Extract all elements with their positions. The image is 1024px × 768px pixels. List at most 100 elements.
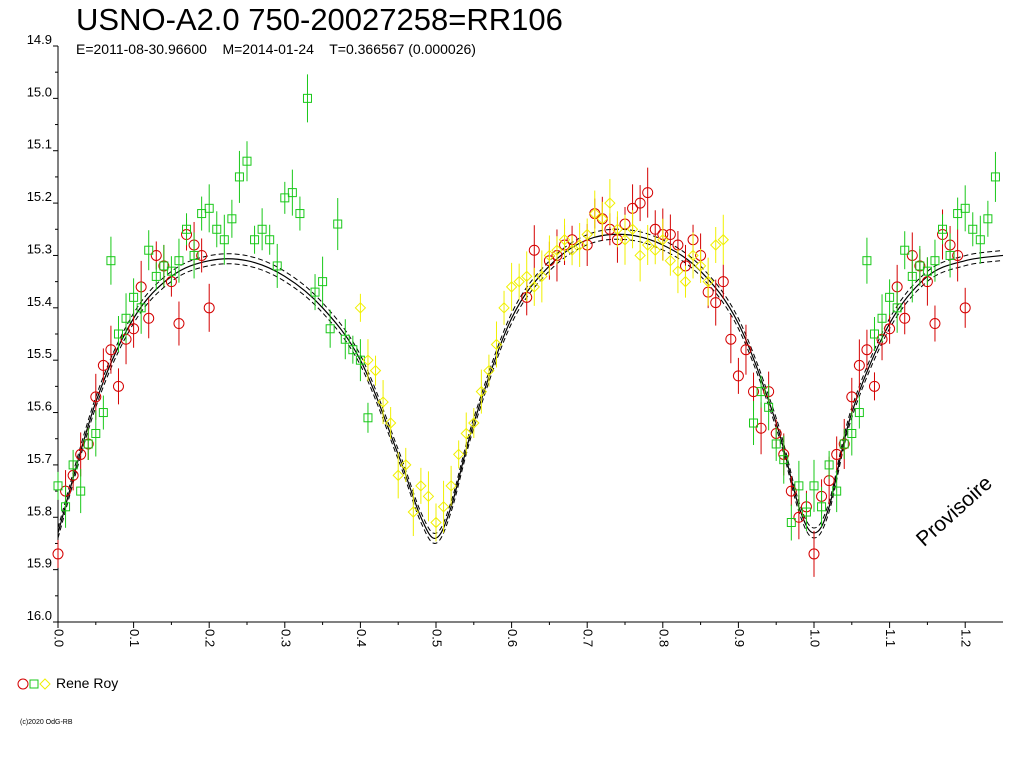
data-point-circle: [952, 249, 964, 261]
data-point-circle: [642, 187, 654, 199]
chart-subtitle: E=2011-08-30.96600 M=2014-01-24 T=0.3665…: [76, 41, 476, 57]
data-point-square: [129, 292, 139, 302]
data-point-square: [68, 460, 78, 470]
data-point-diamond: [407, 506, 420, 518]
axes: 14.9 15.0 15.1 15.2 15.3 15.4 15.5 15.6 15.7 15.8…: [27, 32, 1003, 647]
data-point-square: [348, 345, 358, 355]
data-point-square: [257, 224, 267, 234]
data-point-circle: [203, 302, 215, 314]
data-point-circle: [105, 344, 117, 356]
y-tick-label: 15.5: [27, 346, 52, 361]
data-points: [52, 74, 1000, 577]
data-point-circle: [831, 448, 843, 460]
y-tick-label: 15.9: [27, 556, 52, 571]
data-point-square: [892, 303, 902, 313]
data-point-square: [938, 224, 948, 234]
data-point-diamond: [634, 249, 646, 262]
data-point-square: [310, 287, 320, 297]
x-tick-label: 0.0: [52, 629, 67, 647]
data-point-square: [250, 235, 260, 245]
data-point-diamond: [460, 427, 472, 440]
data-point-square: [340, 334, 350, 344]
data-point-diamond: [475, 385, 488, 398]
data-point-square: [786, 518, 796, 528]
data-point-square: [159, 261, 169, 271]
data-point-diamond: [687, 249, 699, 262]
data-point-circle: [785, 485, 797, 497]
data-point-square: [287, 188, 297, 198]
data-point-diamond: [679, 275, 692, 288]
data-point-square: [877, 313, 887, 323]
data-point-square: [771, 439, 781, 449]
y-tick-label: 15.3: [27, 241, 52, 256]
data-point-square: [295, 209, 305, 219]
data-point-square: [824, 460, 834, 470]
legend-circle-marker: [17, 678, 29, 690]
data-point-square: [242, 156, 252, 166]
model-curve-lower: [57, 238, 1004, 544]
data-point-diamond: [400, 459, 412, 471]
x-tick-label: 0.6: [505, 629, 520, 647]
legend-markers: [17, 678, 51, 690]
data-point-diamond: [611, 223, 624, 235]
data-point-square: [53, 481, 63, 491]
data-point-diamond: [513, 275, 525, 288]
data-point-diamond: [384, 417, 397, 429]
x-tick-label: 0.8: [656, 629, 671, 647]
data-point-circle: [899, 312, 911, 324]
data-point-diamond: [437, 501, 450, 513]
y-tick-label: 15.6: [27, 399, 52, 414]
data-point-diamond: [717, 234, 729, 246]
data-point-square: [318, 277, 328, 287]
model-curve: [57, 228, 1004, 544]
data-point-diamond: [430, 516, 442, 529]
data-point-square: [854, 408, 864, 418]
data-point-diamond: [445, 480, 457, 492]
data-point-square: [61, 502, 71, 512]
data-point-square: [900, 245, 910, 255]
data-point-diamond: [422, 490, 435, 503]
data-point-diamond: [369, 364, 382, 377]
data-point-square: [915, 261, 925, 271]
x-tick-label: 1.2: [959, 629, 974, 647]
data-point-square: [136, 303, 146, 313]
data-point-circle: [196, 249, 208, 261]
data-point-circle: [740, 344, 752, 356]
data-point-circle: [808, 548, 820, 560]
data-point-square: [265, 235, 275, 245]
data-point-circle: [52, 548, 64, 560]
x-tick-label: 0.1: [127, 629, 142, 647]
data-point-diamond: [483, 364, 495, 377]
data-point-square: [174, 256, 184, 266]
data-point-square: [272, 261, 282, 271]
x-tick-label: 0.5: [430, 629, 445, 647]
data-point-diamond: [702, 275, 714, 288]
data-point-diamond: [664, 254, 677, 267]
data-point-circle: [884, 323, 896, 335]
y-tick-label: 15.7: [27, 451, 52, 466]
data-point-circle: [90, 391, 102, 403]
data-point-circle: [868, 380, 880, 392]
x-tick-label: 0.7: [581, 629, 596, 647]
data-point-square: [151, 271, 161, 281]
data-point-diamond: [596, 213, 609, 225]
copyright: (c)2020 OdG-RB: [20, 719, 73, 726]
data-point-square: [76, 486, 86, 496]
data-point-square: [801, 507, 811, 517]
data-point-diamond: [452, 448, 465, 461]
data-point-diamond: [528, 281, 540, 293]
data-point-square: [960, 203, 970, 213]
y-tick-label: 15.1: [27, 137, 52, 152]
data-point-circle: [75, 448, 87, 460]
data-point-square: [363, 413, 373, 423]
data-point-square: [930, 256, 940, 266]
legend-diamond-marker: [39, 678, 51, 690]
data-point-diamond: [626, 223, 639, 235]
y-tick-label: 14.9: [27, 32, 52, 47]
data-point-square: [975, 235, 985, 245]
data-point-diamond: [694, 260, 707, 272]
data-point-diamond: [521, 270, 533, 283]
data-point-square: [869, 329, 879, 339]
data-point-diamond: [641, 239, 654, 251]
